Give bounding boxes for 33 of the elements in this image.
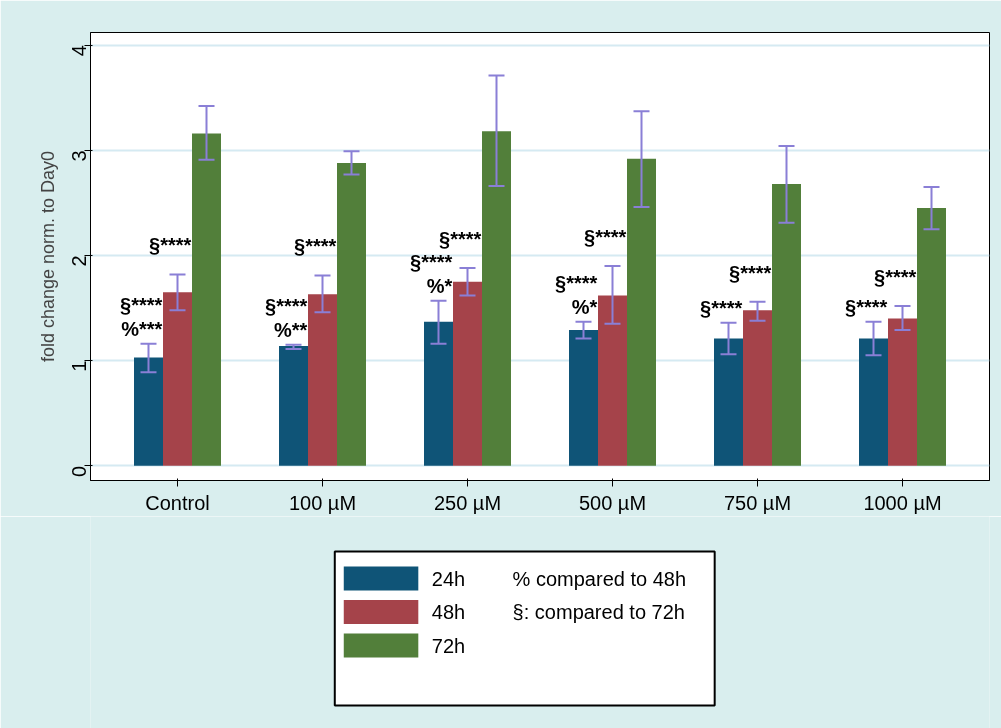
text: % compared to 48h: [512, 567, 687, 590]
legend-label: 72h: [431, 634, 466, 657]
text: §: compared to 72h: [512, 601, 685, 623]
x-tick-label: 250 µM: [433, 491, 502, 514]
annotation: §****: [265, 294, 308, 317]
annotation: §****: [845, 295, 888, 318]
y-tick-label: 1: [68, 360, 91, 372]
annotation: §****: [410, 250, 453, 273]
x-tick-label: 1000 µM: [863, 491, 942, 514]
annotation: §****: [120, 293, 163, 316]
y-tick-label: 2: [68, 255, 91, 267]
y-tick-label: 3: [68, 150, 91, 162]
annotation: %**: [273, 318, 308, 341]
x-tick-label: 750 µM: [723, 491, 792, 514]
annotation: %***: [121, 317, 163, 340]
x-tick-label: Control: [145, 491, 210, 514]
annotation: §****: [700, 296, 743, 319]
y-axis-title: fold change norm. to Day0: [37, 150, 58, 363]
annotation: §****: [874, 265, 917, 288]
y-tick-label: 0: [68, 465, 91, 477]
annotation: §****: [555, 271, 598, 294]
annotation: %*: [571, 295, 598, 318]
annotation: §****: [439, 228, 482, 251]
legend-label: 48h: [431, 601, 466, 623]
annotation: §****: [729, 261, 772, 284]
y-tick-label: 4: [68, 45, 91, 57]
x-tick-label: 500 µM: [578, 491, 647, 514]
legend-label: 24h: [431, 567, 466, 590]
annotation: §****: [149, 234, 192, 257]
x-tick-label: 100 µM: [288, 491, 357, 514]
annotation: §****: [584, 225, 627, 248]
annotation: %*: [426, 274, 453, 297]
annotation: §****: [294, 235, 337, 258]
